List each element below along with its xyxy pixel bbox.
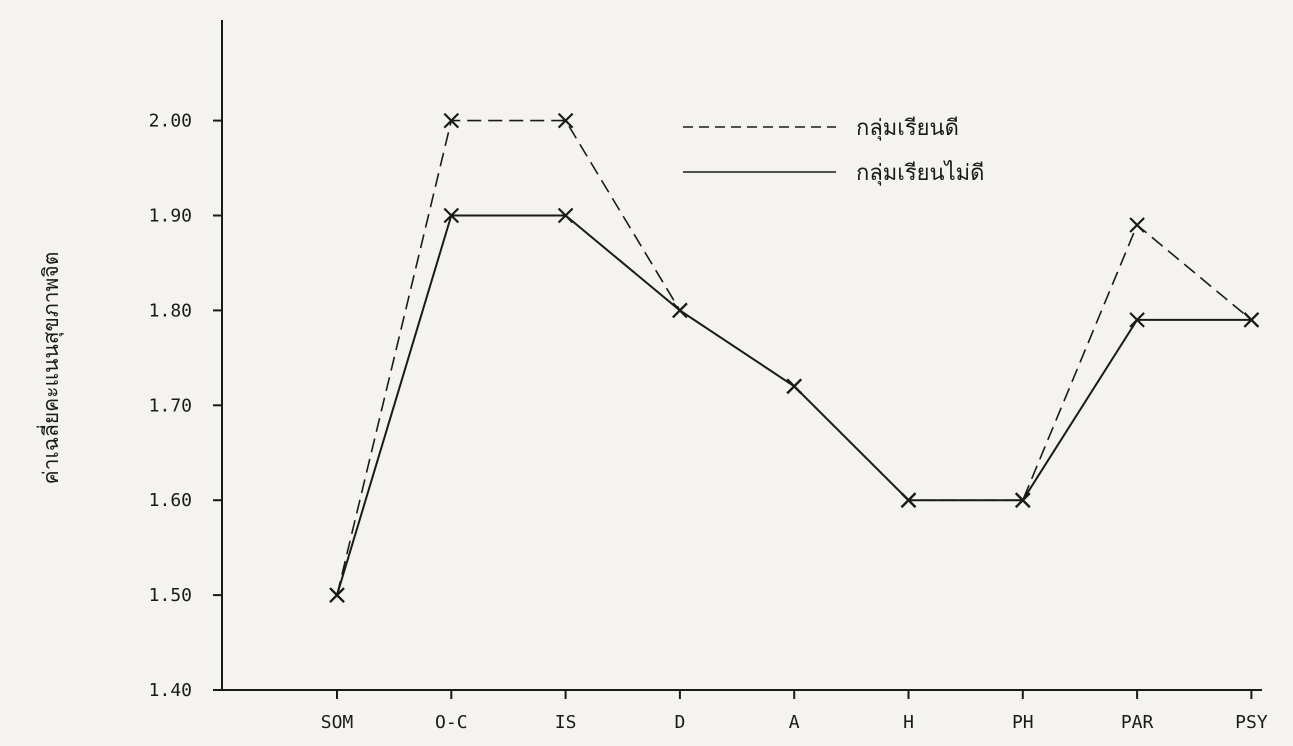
legend-label-good: กลุ่มเรียนดี: [856, 116, 959, 141]
marker-stroke: [672, 302, 688, 319]
x-tick-label: O-C: [435, 712, 468, 733]
data-point-marker: [329, 587, 345, 603]
series: [329, 112, 1260, 603]
x-tick-label: PSY: [1235, 712, 1268, 733]
x-tick-label: H: [903, 712, 914, 733]
x-tick-label: IS: [555, 712, 577, 733]
y-tick-label: 1.50: [149, 585, 192, 606]
data-point-marker: [1129, 312, 1145, 328]
axes: [221, 20, 1262, 691]
x-ticks: SOM O-C IS D A H PH PAR PSY: [321, 690, 1268, 733]
marker-stroke: [557, 112, 574, 129]
data-point-marker: [443, 112, 460, 129]
data-point-marker: [672, 302, 688, 319]
x-tick-label: PAR: [1121, 712, 1154, 733]
marker-stroke: [443, 207, 460, 224]
x-tick-label: A: [789, 712, 800, 733]
x-tick-label: SOM: [321, 712, 354, 733]
y-tick-label: 1.70: [149, 395, 192, 416]
data-point-marker: [900, 492, 917, 508]
marker-stroke: [557, 207, 574, 224]
marker-stroke: [443, 112, 460, 129]
marker-stroke: [1129, 217, 1145, 233]
y-tick-label: 1.40: [149, 680, 192, 701]
marker-stroke: [1243, 312, 1260, 328]
y-ticks: 1.40 1.50 1.60 1.70 1.80 1.90 2.00: [149, 111, 222, 701]
data-point-marker: [557, 112, 574, 129]
y-tick-label: 1.60: [149, 490, 192, 511]
series-line-solid: [336, 214, 1252, 596]
marker-stroke: [900, 492, 917, 508]
legend: กลุ่มเรียนดี กลุ่มเรียนไม่ดี: [683, 116, 984, 186]
y-axis-label: ค่าเฉลี่ยคะแนนสุขภาพจิต: [36, 252, 64, 485]
data-point-marker: [786, 378, 802, 395]
x-tick-label: D: [674, 712, 685, 733]
data-point-marker: [557, 207, 574, 224]
y-tick-label: 1.80: [149, 300, 192, 321]
x-tick-label: PH: [1012, 712, 1034, 733]
marker-stroke: [329, 587, 345, 603]
marker-stroke: [786, 378, 802, 395]
data-point-marker: [1243, 312, 1260, 328]
data-point-marker: [1015, 492, 1031, 508]
y-tick-label: 2.00: [149, 111, 192, 132]
series-line-dashed: [336, 119, 1252, 596]
data-point-marker: [1129, 217, 1145, 233]
legend-label-poor: กลุ่มเรียนไม่ดี: [856, 160, 984, 186]
y-tick-label: 1.90: [149, 206, 192, 227]
marker-stroke: [1129, 312, 1145, 328]
marker-stroke: [1015, 492, 1031, 508]
data-point-marker: [443, 207, 460, 224]
